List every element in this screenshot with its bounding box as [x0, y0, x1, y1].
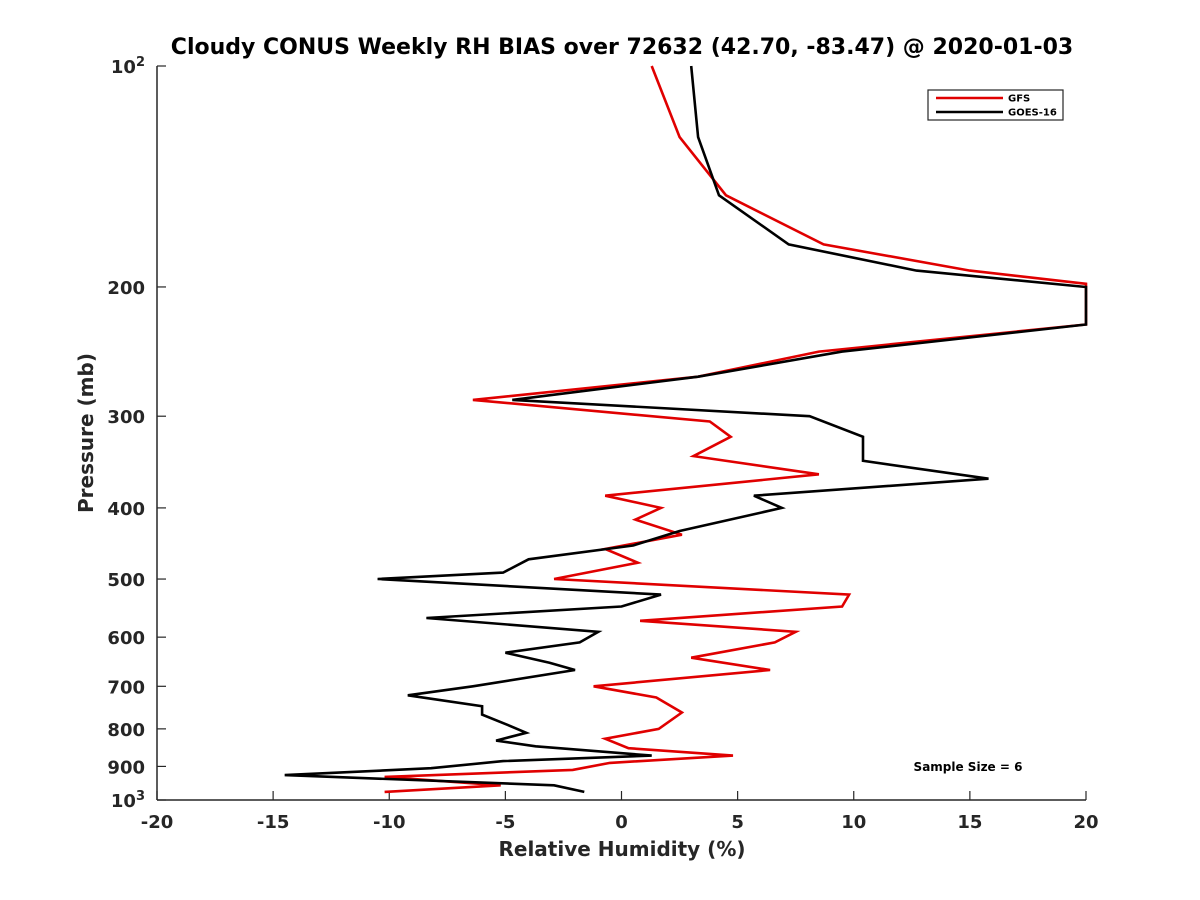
- legend-label-gfs: GFS: [1008, 94, 1030, 105]
- legend-label-goes-16: GOES-16: [1008, 108, 1057, 119]
- y-tick-label: 500: [107, 570, 145, 591]
- x-tick-label: -5: [495, 812, 515, 833]
- y-tick-label: 300: [107, 407, 145, 428]
- axes: -20 -15 -10 -5 0 5 10 15 20 102 200 300 400 500 600 700…: [107, 55, 1098, 834]
- x-axis-label: Relative Humidity (%): [498, 837, 745, 861]
- y-tick-label: 900: [107, 757, 145, 778]
- y-tick-label: 400: [107, 499, 145, 520]
- y-axis-label: Pressure (mb): [74, 353, 98, 513]
- y-tick-label: 103: [111, 789, 145, 813]
- x-tick-label: 5: [731, 812, 744, 833]
- sample-size-annotation: Sample Size = 6: [914, 760, 1023, 774]
- y-tick-label: 600: [107, 628, 145, 649]
- y-tick-label: 102: [111, 55, 145, 79]
- x-tick-label: -20: [141, 812, 174, 833]
- chart-title: Cloudy CONUS Weekly RH BIAS over 72632 (…: [171, 35, 1073, 60]
- legend: GFS GOES-16: [927, 89, 1064, 121]
- y-tick-label: 700: [107, 677, 145, 698]
- x-tick-label: 15: [957, 812, 982, 833]
- y-tick-label: 800: [107, 720, 145, 741]
- x-tick-label: -15: [257, 812, 290, 833]
- x-tick-label: 10: [841, 812, 866, 833]
- series-line-goes-16: [284, 65, 1088, 794]
- x-tick-label: 0: [615, 812, 628, 833]
- series-group: [284, 65, 1088, 794]
- legend-box: [927, 89, 1064, 121]
- y-tick-label: 200: [107, 278, 145, 299]
- x-tick-label: 20: [1073, 812, 1098, 833]
- x-tick-label: -10: [373, 812, 406, 833]
